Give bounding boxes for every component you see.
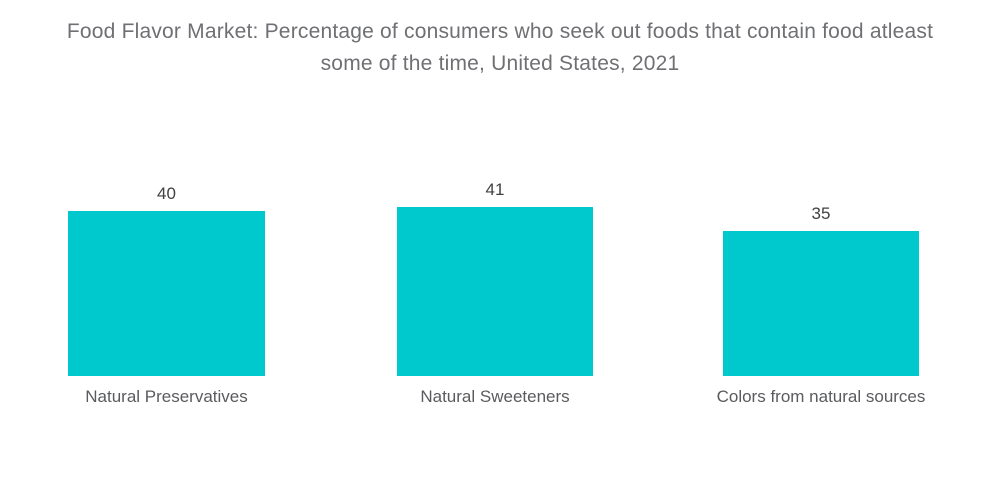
chart-title: Food Flavor Market: Percentage of consum… <box>0 16 1000 80</box>
bar-group-colors-from-natural-sources: 35 Colors from natural sources <box>717 204 926 406</box>
category-label: Natural Preservatives <box>85 387 248 406</box>
bar-group-natural-sweeteners: 41 Natural Sweeteners <box>397 180 593 406</box>
bar <box>723 231 919 376</box>
chart-title-line2: some of the time, United States, 2021 <box>320 52 680 75</box>
category-label: Natural Sweeteners <box>420 387 570 406</box>
chart-title-line1: Food Flavor Market: Percentage of consum… <box>66 20 934 43</box>
bar-value-label: 40 <box>157 184 176 203</box>
bar-group-natural-preservatives: 40 Natural Preservatives <box>68 184 265 406</box>
bar <box>397 207 593 376</box>
bar <box>68 211 265 376</box>
bar-value-label: 35 <box>811 204 831 223</box>
bar-value-label: 41 <box>485 180 505 199</box>
category-label: Colors from natural sources <box>716 387 926 406</box>
